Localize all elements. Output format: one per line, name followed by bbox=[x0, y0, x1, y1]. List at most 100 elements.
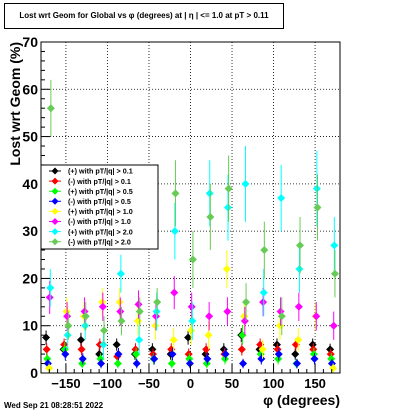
data-point bbox=[116, 307, 125, 316]
data-point bbox=[202, 359, 211, 368]
data-point bbox=[135, 335, 144, 344]
data-point bbox=[274, 354, 283, 363]
legend-marker bbox=[51, 238, 59, 246]
data-point bbox=[184, 333, 193, 342]
data-point bbox=[326, 350, 335, 359]
data-point bbox=[188, 255, 197, 264]
x-tick-label: 50 bbox=[225, 376, 239, 391]
date-stamp: Wed Sep 21 08:28:51 2022 bbox=[4, 401, 104, 410]
data-point bbox=[187, 302, 196, 311]
data-point bbox=[42, 345, 51, 354]
data-point bbox=[221, 350, 230, 359]
data-point bbox=[61, 350, 70, 359]
data-point bbox=[167, 359, 176, 368]
data-point bbox=[237, 345, 246, 354]
data-point bbox=[272, 340, 281, 349]
legend-marker bbox=[51, 167, 59, 175]
data-point bbox=[151, 312, 160, 321]
data-point bbox=[170, 288, 179, 297]
data-point bbox=[205, 189, 214, 198]
data-point bbox=[188, 316, 197, 325]
data-point bbox=[153, 298, 162, 307]
data-point bbox=[63, 331, 72, 340]
x-tick-label: 0 bbox=[187, 376, 194, 391]
legend-box bbox=[40, 164, 159, 250]
data-point bbox=[221, 354, 230, 363]
legend-label: (-) with pT/|q| > 2.0 bbox=[68, 237, 131, 246]
data-point bbox=[293, 359, 302, 368]
data-point bbox=[63, 312, 72, 321]
series-8 bbox=[46, 79, 339, 345]
data-point bbox=[81, 321, 90, 330]
data-point bbox=[112, 340, 121, 349]
legend-label: (-) with pT/|q| > 0.1 bbox=[68, 177, 131, 186]
data-point bbox=[277, 194, 286, 203]
x-tick-label: 150 bbox=[304, 376, 326, 391]
data-point bbox=[312, 312, 321, 321]
data-point bbox=[203, 354, 212, 363]
data-point bbox=[81, 312, 90, 321]
data-markers bbox=[42, 79, 339, 373]
legend-label: (-) with pT/|q| > 0.5 bbox=[68, 197, 131, 206]
series-7 bbox=[46, 146, 339, 359]
data-point bbox=[313, 203, 322, 212]
data-point bbox=[60, 345, 69, 354]
legend-marker bbox=[51, 177, 59, 185]
data-point bbox=[169, 335, 178, 344]
data-point bbox=[205, 312, 214, 321]
chart-title: Lost wrt Geom for Global vs φ (degrees) … bbox=[4, 3, 284, 29]
data-point bbox=[100, 326, 109, 335]
data-point bbox=[98, 298, 107, 307]
data-point bbox=[170, 227, 179, 236]
data-point bbox=[310, 354, 319, 363]
data-point bbox=[45, 293, 54, 302]
data-point bbox=[184, 350, 193, 359]
data-point bbox=[257, 354, 266, 363]
data-point bbox=[135, 307, 144, 316]
data-point bbox=[97, 359, 106, 368]
data-point bbox=[206, 212, 215, 221]
data-point bbox=[46, 283, 55, 292]
legend-label: (+) with pT/|q| > 2.0 bbox=[68, 227, 133, 236]
legend-marker bbox=[51, 197, 59, 205]
data-point bbox=[326, 345, 335, 354]
data-point bbox=[312, 184, 321, 193]
data-point bbox=[46, 104, 55, 113]
y-axis-label: Lost wrt Geom (%) bbox=[7, 42, 23, 166]
data-point bbox=[185, 354, 194, 363]
x-tick-label: −150 bbox=[51, 376, 80, 391]
y-tick-label: 10 bbox=[22, 318, 38, 334]
y-tick-label: 70 bbox=[22, 34, 38, 50]
data-point bbox=[224, 184, 233, 193]
data-point bbox=[309, 345, 318, 354]
data-point bbox=[64, 321, 73, 330]
data-point bbox=[222, 264, 231, 273]
data-point bbox=[60, 340, 69, 349]
y-tick-label: 20 bbox=[22, 270, 38, 286]
x-axis-label: φ (degrees) bbox=[263, 392, 340, 408]
data-point bbox=[99, 340, 108, 349]
x-tick-label: −50 bbox=[138, 376, 160, 391]
data-point bbox=[171, 189, 180, 198]
data-point bbox=[240, 316, 249, 325]
data-point bbox=[150, 354, 159, 363]
data-point bbox=[117, 316, 126, 325]
data-point bbox=[115, 298, 124, 307]
legend-marker bbox=[51, 228, 59, 236]
data-point bbox=[185, 359, 194, 368]
data-point bbox=[96, 354, 105, 363]
y-tick-label: 0 bbox=[30, 365, 38, 381]
legend-marker bbox=[51, 187, 59, 195]
series-4 bbox=[43, 347, 336, 369]
y-tick-label: 40 bbox=[22, 176, 38, 192]
data-point bbox=[132, 359, 141, 368]
data-point bbox=[277, 312, 286, 321]
data-point bbox=[329, 364, 338, 373]
data-point bbox=[275, 321, 284, 330]
legend-marker bbox=[51, 207, 59, 215]
data-point bbox=[330, 241, 339, 250]
data-point bbox=[294, 335, 303, 344]
data-point bbox=[134, 300, 143, 309]
legend: (+) with pT/|q| > 0.1(-) with pT/|q| > 0… bbox=[40, 164, 159, 250]
